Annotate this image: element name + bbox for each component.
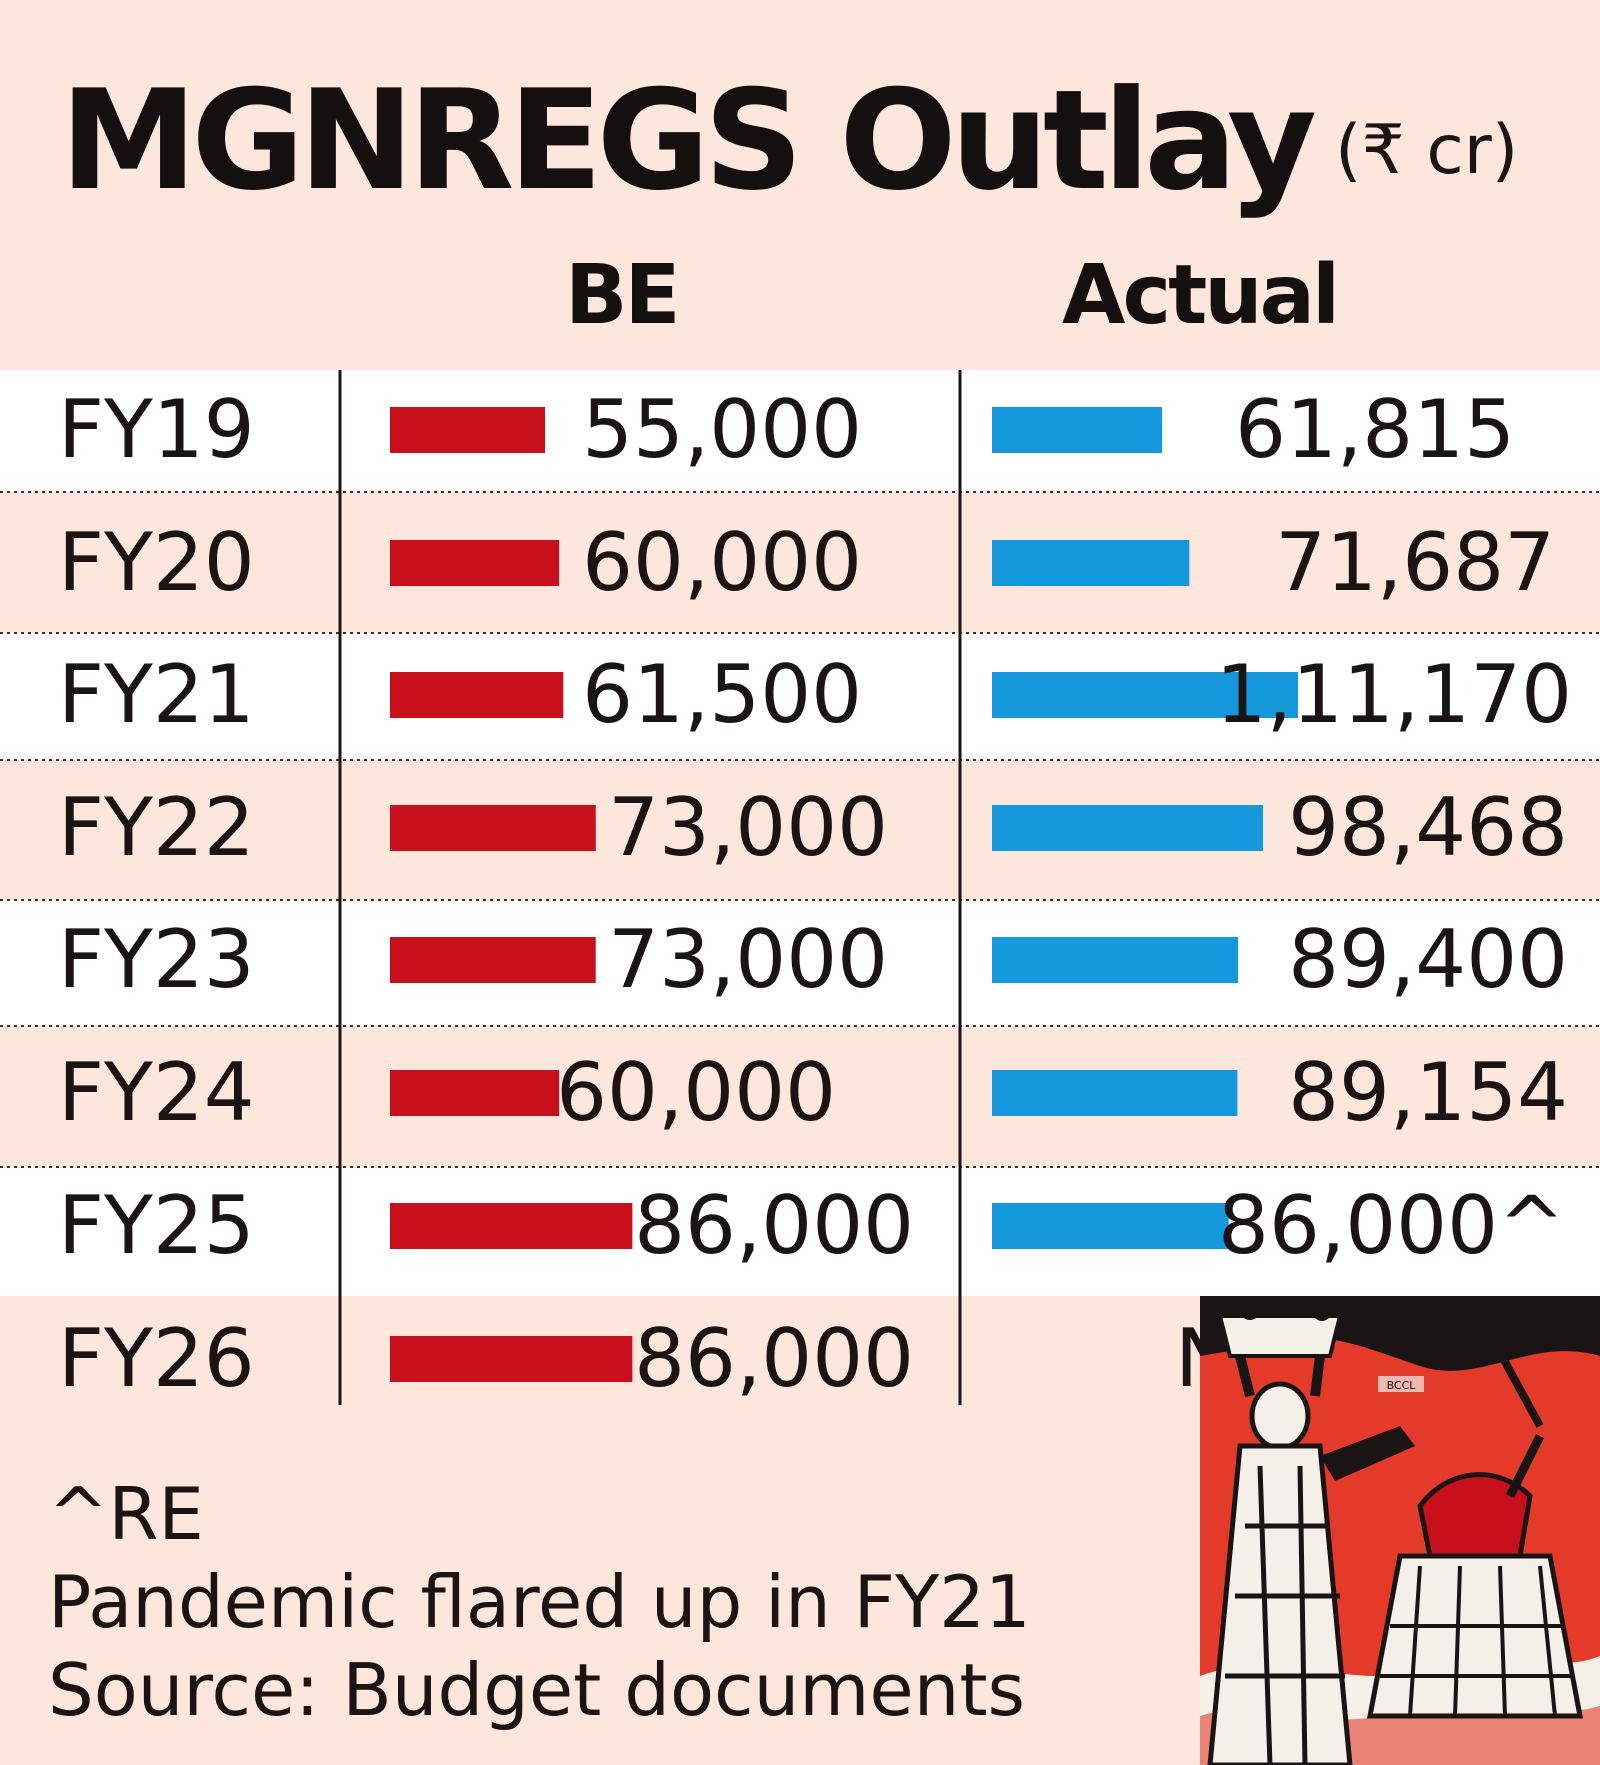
be-value-label: 60,000 [582, 516, 862, 609]
be-bar [390, 1336, 633, 1382]
be-value-label: 73,000 [608, 913, 888, 1006]
be-value-label: 55,000 [582, 383, 862, 476]
chart-title: MGNREGS Outlay (₹ cr) [60, 40, 1518, 210]
actual-bar [992, 1203, 1229, 1249]
watermark-text: BCCL [1387, 1379, 1417, 1392]
category-label: FY21 [58, 648, 255, 741]
footnotes: ^RE Pandemic flared up in FY21 Source: B… [48, 1470, 1031, 1734]
be-value-label: 60,000 [556, 1046, 836, 1139]
unit-label: (₹ cr) [1335, 111, 1519, 190]
category-label: FY23 [58, 913, 255, 1006]
category-label: FY22 [58, 781, 255, 874]
actual-bar [992, 805, 1264, 851]
row-background [0, 633, 1600, 760]
category-label: FY19 [58, 383, 255, 476]
note-re: ^RE [48, 1472, 204, 1556]
be-value-label: 86,000 [634, 1179, 914, 1272]
title-text: MGNREGS Outlay [60, 60, 1317, 221]
be-bar [390, 1203, 633, 1249]
be-bar [390, 805, 596, 851]
actual-value-label: 61,815 [1235, 383, 1515, 476]
actual-bar [992, 937, 1239, 983]
category-label: FY25 [58, 1179, 255, 1272]
note-pandemic: Pandemic flared up in FY21 [48, 1560, 1031, 1644]
actual-value-label: 89,154 [1288, 1046, 1568, 1139]
row-background [0, 900, 1600, 1026]
category-label: FY26 [58, 1312, 255, 1405]
be-bar [390, 937, 596, 983]
actual-bar [992, 672, 1298, 718]
actual-bar [992, 1070, 1238, 1116]
column-header-actual: Actual [1062, 248, 1340, 343]
row-background [0, 370, 1600, 492]
be-bar [390, 672, 564, 718]
column-header-be: BE [565, 248, 681, 343]
row-background [0, 1167, 1600, 1296]
be-bar [390, 407, 545, 453]
actual-value-label: 71,687 [1275, 516, 1555, 609]
category-label: FY24 [58, 1046, 255, 1139]
actual-bar [992, 407, 1163, 453]
category-label: FY20 [58, 516, 255, 609]
be-value-label: 73,000 [608, 781, 888, 874]
be-value-label: 86,000 [634, 1312, 914, 1405]
be-bar [390, 1070, 560, 1116]
be-bar [390, 540, 560, 586]
actual-bar [992, 540, 1190, 586]
actual-value-label: 86,000^ [1218, 1179, 1565, 1272]
mgnregs-workers-illustration: BCCL [1200, 1296, 1600, 1765]
actual-value-label: 89,400 [1288, 913, 1568, 1006]
note-source: Source: Budget documents [48, 1648, 1026, 1732]
be-value-label: 61,500 [582, 648, 862, 741]
actual-value-label: 98,468 [1288, 781, 1568, 874]
actual-value-label: 1,11,170 [1216, 648, 1572, 741]
bar-table-chart: FY19 55,000 61,815 FY20 60,000 71,687 FY21 61,5… [0, 370, 1600, 1405]
